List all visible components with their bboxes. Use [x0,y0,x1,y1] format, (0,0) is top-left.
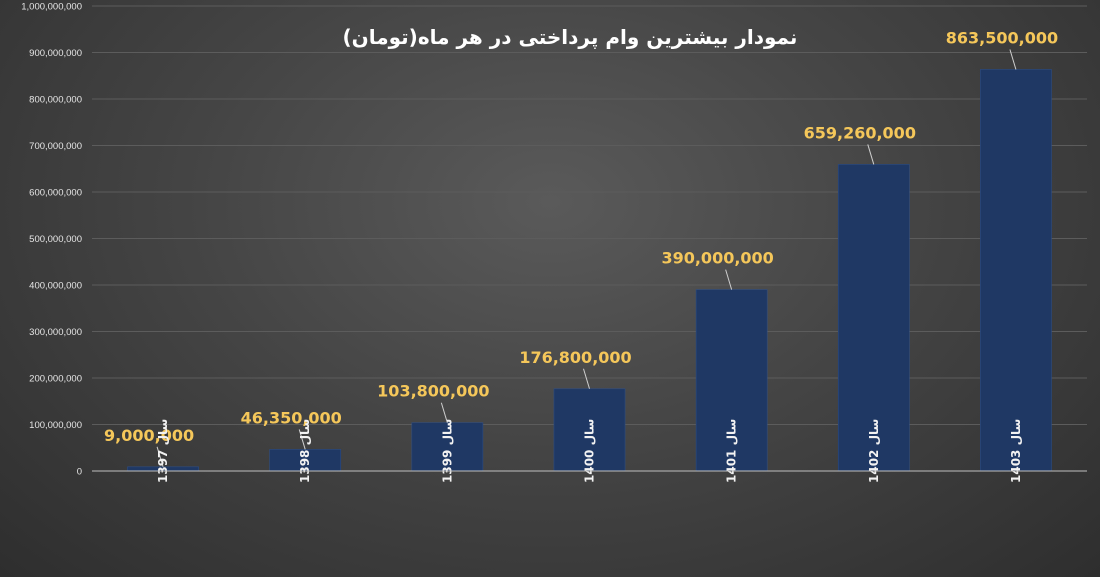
value-label: 176,800,000 [519,348,631,367]
value-label: 103,800,000 [377,382,489,401]
y-tick-label: 900,000,000 [29,48,82,59]
y-tick-label: 800,000,000 [29,95,82,106]
x-tick-label: سال 1399 [440,419,454,483]
leader-lines [156,49,1017,467]
bar [411,422,484,472]
bar [980,69,1052,472]
bars [127,69,1052,472]
leader-line [1009,49,1017,70]
x-tick-label: سال 1403 [1009,419,1023,483]
x-axis-tick-labels: سال 1397 سال 1398 سال 1399 سال 1400 سال 1401… [156,419,1023,483]
leader-line [298,429,306,450]
x-tick-label: سال 1401 [725,419,739,483]
y-tick-label: 500,000,000 [29,234,82,245]
y-tick-label: 200,000,000 [29,374,82,385]
x-tick-label: سال 1398 [298,419,312,483]
y-tick-label: 1,000,000,000 [21,2,82,13]
leader-line [583,368,590,389]
leader-line [867,144,875,165]
value-label: 390,000,000 [661,249,773,268]
y-tick-label: 0 [77,467,82,478]
leader-line [440,402,448,423]
y-tick-label: 100,000,000 [29,420,82,431]
y-tick-label: 400,000,000 [29,281,82,292]
y-tick-label: 600,000,000 [29,188,82,199]
x-tick-label: سال 1400 [583,419,597,483]
y-axis-tick-labels: 0 100,000,000 200,000,000 300,000,000 400,00… [21,2,82,478]
chart-title: نمودار بیشترین وام پرداختی در هر ماه(توم… [343,25,798,50]
value-label: 863,500,000 [946,28,1058,47]
y-tick-label: 700,000,000 [29,141,82,152]
value-label: 659,260,000 [804,123,916,142]
bar [837,164,910,472]
value-labels: 9,000,000 46,350,000 103,800,000 176,800,00… [104,28,1058,444]
bar [695,289,768,472]
leader-line [725,269,733,290]
x-tick-label: سال 1397 [156,419,170,483]
x-tick-label: سال 1402 [867,419,881,483]
value-label: 46,350,000 [241,408,342,427]
value-label: 9,000,000 [104,426,194,445]
y-tick-label: 300,000,000 [29,327,82,338]
gridlines [92,5,1087,425]
leader-line [156,446,164,467]
